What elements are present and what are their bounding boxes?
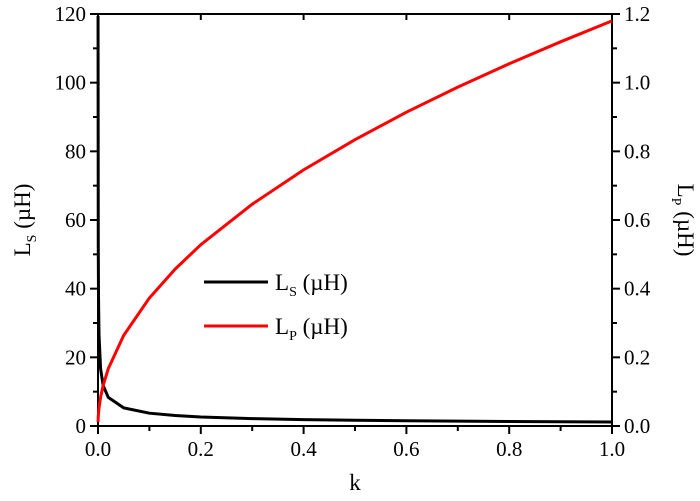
- y-left-tick-label: 20: [65, 345, 86, 369]
- x-tick-label: 0.4: [290, 437, 317, 461]
- y-left-tick-label: 120: [55, 2, 87, 26]
- y-left-tick-label: 0: [76, 414, 87, 438]
- x-tick-label: 0.8: [496, 437, 522, 461]
- plot-frame: [97, 13, 613, 427]
- y-left-tick-label: 80: [65, 139, 86, 163]
- y-axis-left-ticks: 0 20 40 60 80 100 120: [55, 2, 98, 438]
- series-layer: [96, 16, 613, 424]
- y-left-title-sub: S: [25, 235, 40, 243]
- legend-label-lp: LP (µH): [275, 314, 348, 344]
- legend-label-ls: LS (µH): [275, 270, 348, 300]
- y-right-tick-label: 1.0: [624, 71, 650, 95]
- y-left-title-main: L: [10, 242, 35, 256]
- y-axis-right-ticks: 0.0 0.2 0.4 0.6 0.8 1.0 1.2: [612, 2, 651, 438]
- x-tick-label: 1.0: [599, 437, 625, 461]
- y-axis-left-title: LS (µH): [10, 184, 40, 257]
- y-right-tick-label: 0.8: [624, 139, 650, 163]
- y-left-tick-label: 100: [55, 71, 87, 95]
- legend: LS (µH) LP (µH): [204, 270, 348, 344]
- y-right-tick-label: 0.6: [624, 208, 650, 232]
- y-left-tick-label: 40: [65, 277, 86, 301]
- y-right-tick-label: 0.2: [624, 345, 650, 369]
- y-right-tick-label: 0.0: [624, 414, 650, 438]
- y-right-tick-label: 1.2: [624, 2, 650, 26]
- y-right-title-sub: P: [668, 198, 683, 206]
- y-right-tick-label: 0.4: [624, 277, 651, 301]
- x-tick-label: 0.0: [85, 437, 111, 461]
- series-line-lp: [96, 19, 613, 423]
- y-right-title-main: L: [673, 184, 698, 198]
- x-tick-label: 0.2: [188, 437, 214, 461]
- x-axis-title: k: [349, 470, 361, 495]
- y-left-tick-label: 60: [65, 208, 86, 232]
- y-axis-right-title: LP (µH): [668, 184, 698, 257]
- series-line-ls: [96, 16, 613, 424]
- y-left-title-unit: (µH): [10, 184, 35, 235]
- y-right-title-unit: (µH): [673, 205, 698, 256]
- x-axis-ticks: 0.0 0.2 0.4 0.6 0.8 1.0: [85, 14, 625, 461]
- x-tick-label: 0.6: [393, 437, 419, 461]
